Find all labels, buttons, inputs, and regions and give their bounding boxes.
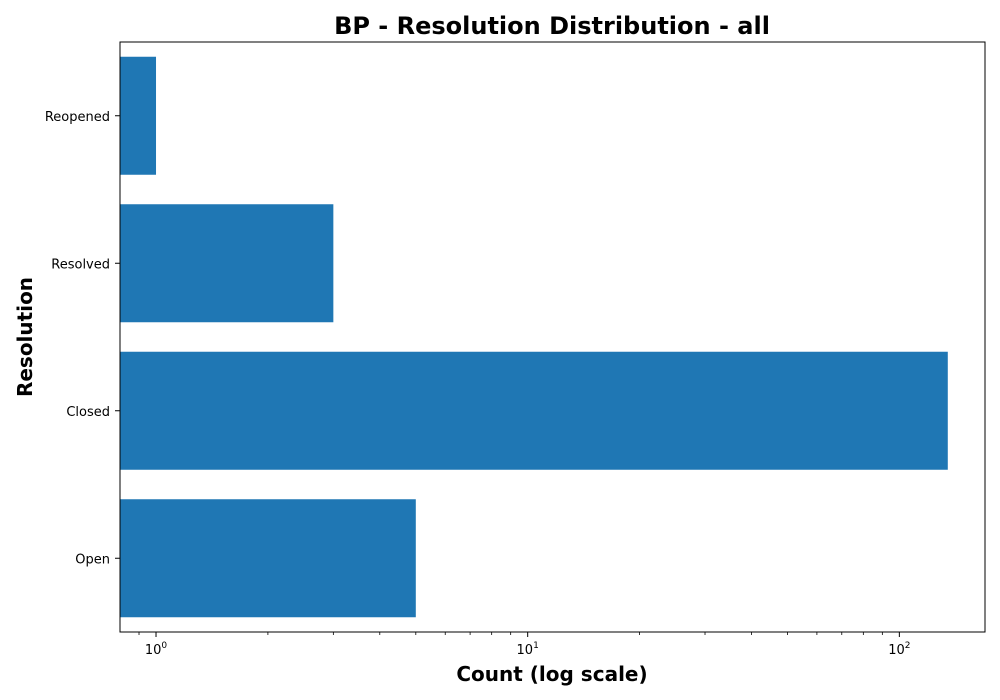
x-axis-label: Count (log scale) xyxy=(456,662,647,686)
plot-frame xyxy=(119,41,986,633)
bars-group xyxy=(120,56,948,618)
bar-resolved xyxy=(120,204,334,323)
y-tick-label-reopened: Reopened xyxy=(45,110,110,125)
y-tick-label-open: Open xyxy=(75,552,110,567)
y-axis-label: Resolution xyxy=(13,277,37,397)
y-tick-label-resolved: Resolved xyxy=(51,257,110,272)
y-tick-label-closed: Closed xyxy=(66,405,110,420)
bar-reopened xyxy=(120,56,157,175)
y-axis: Open Closed Resolved Reopened xyxy=(45,110,120,567)
x-tick-label-10: 101 xyxy=(517,641,539,658)
x-axis: 100 101 102 xyxy=(138,632,910,658)
x-tick-label-1: 100 xyxy=(145,641,168,658)
bar-open xyxy=(120,499,416,618)
bar-closed xyxy=(120,351,948,470)
x-tick-label-100: 102 xyxy=(888,641,910,658)
chart-title: BP - Resolution Distribution - all xyxy=(334,12,770,40)
